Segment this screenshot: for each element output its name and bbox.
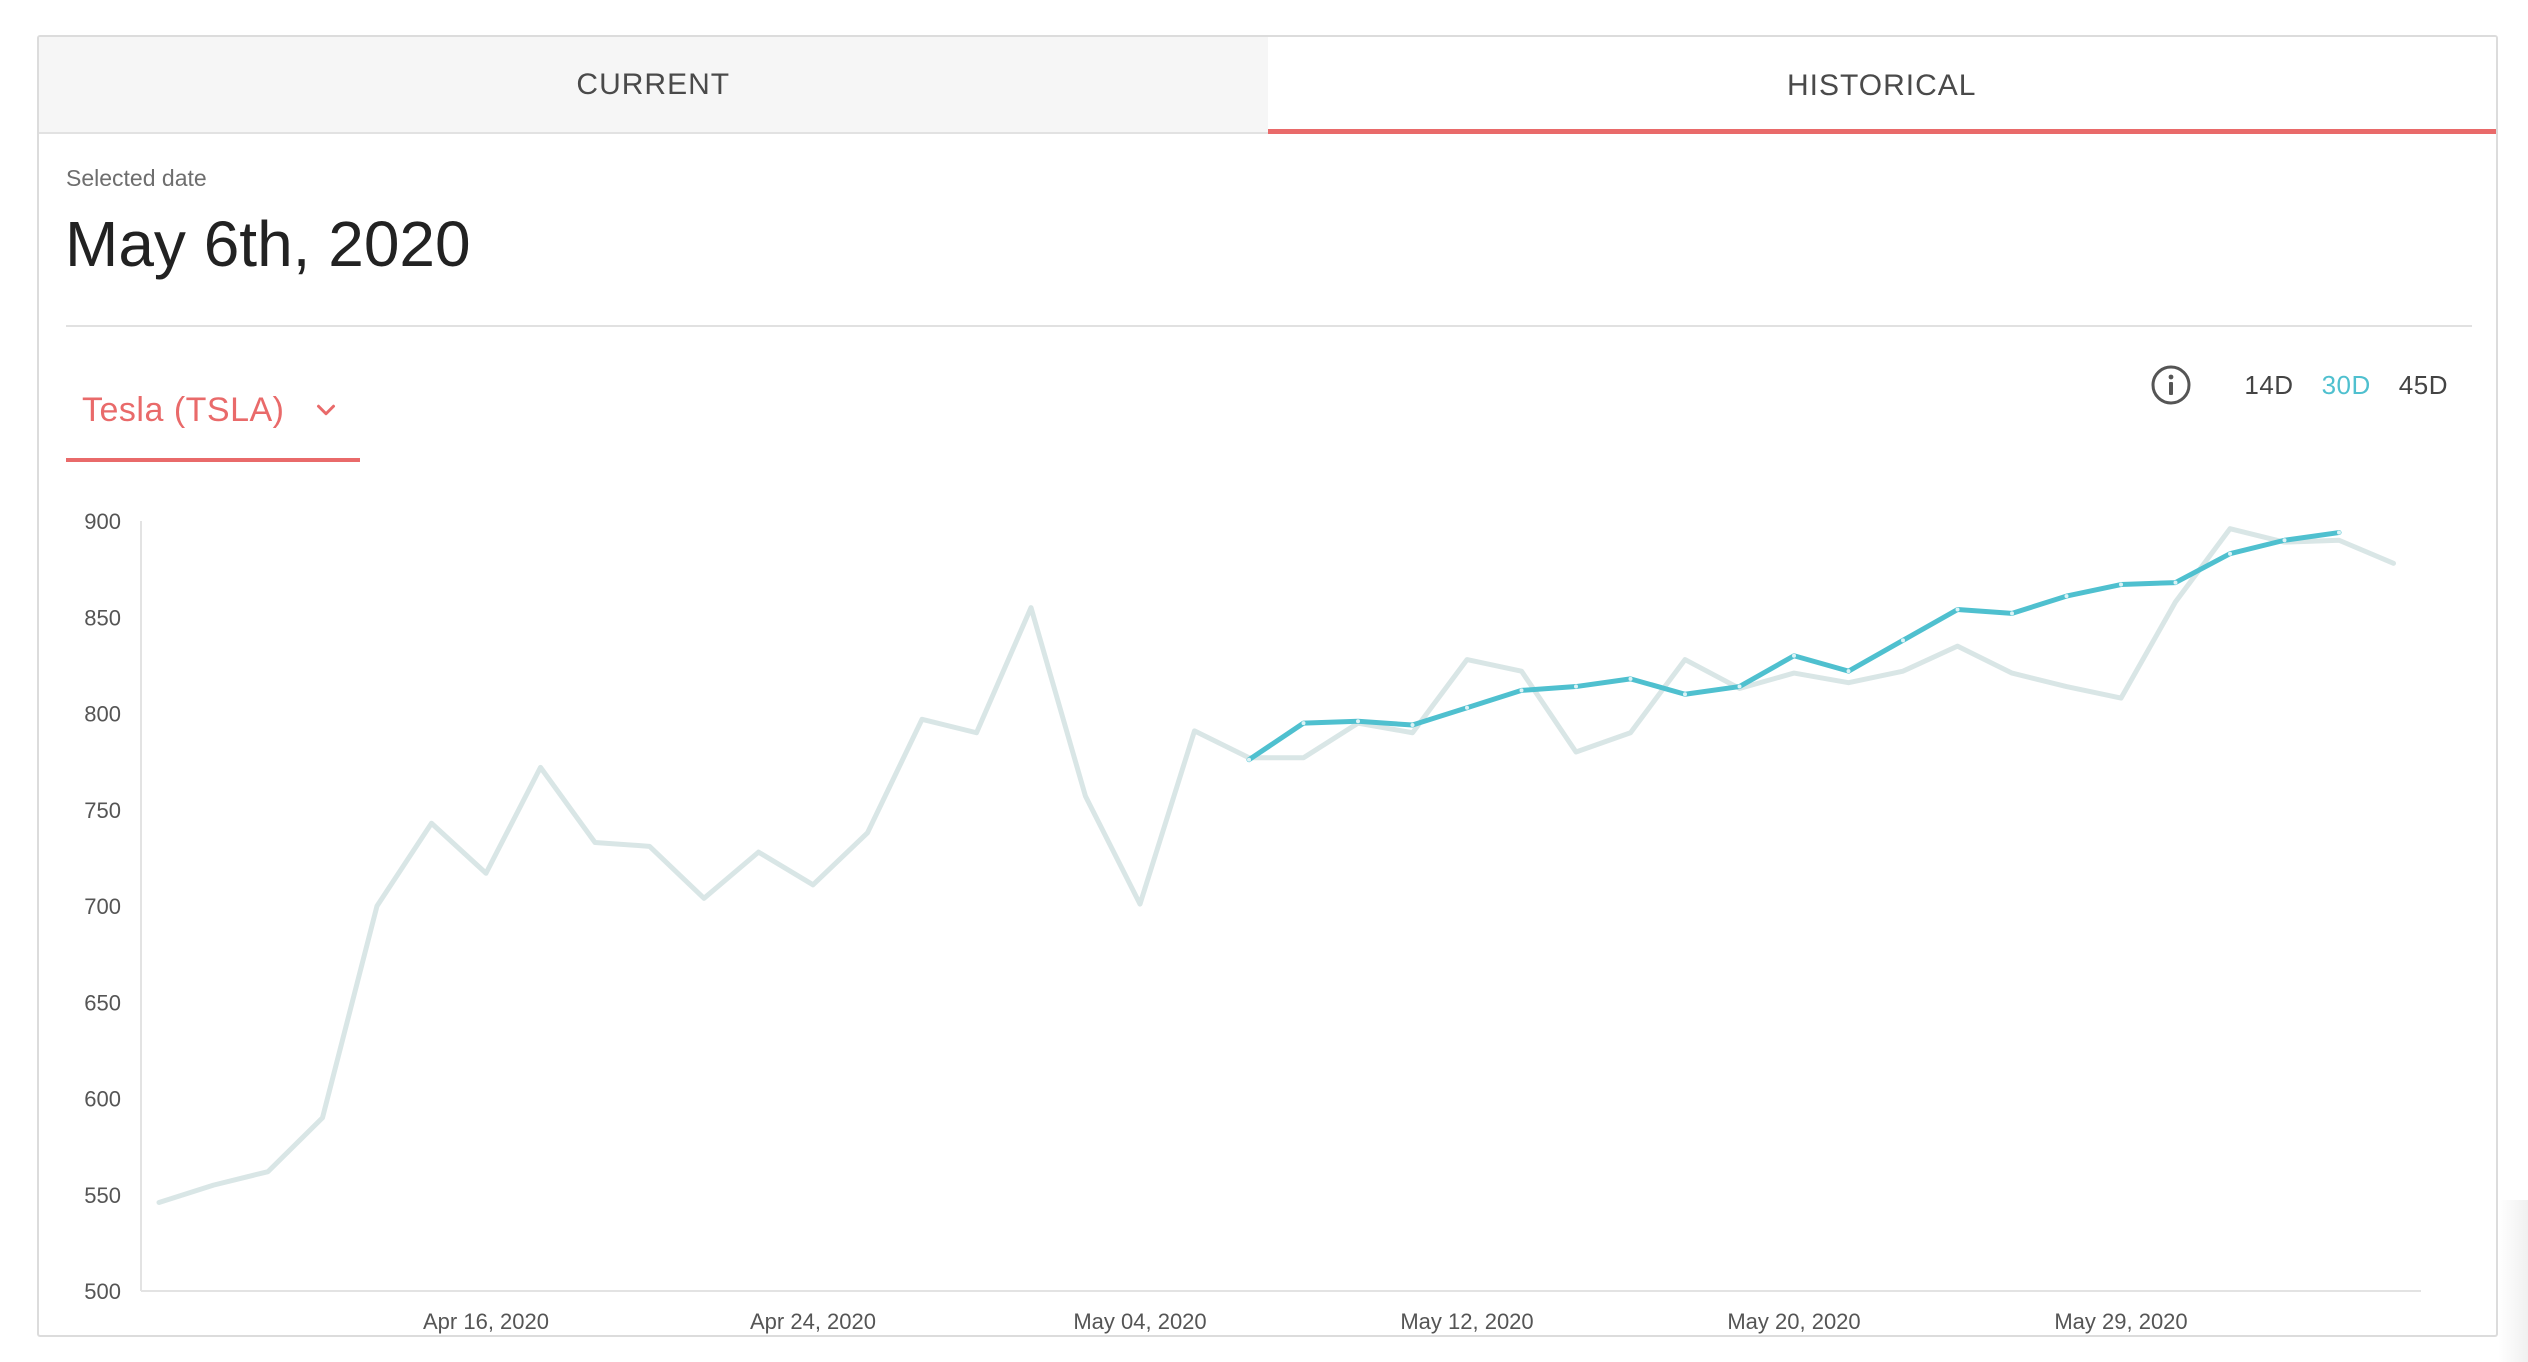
data-point[interactable] [2228,551,2232,556]
x-tick-label: May 20, 2020 [1727,1309,1860,1334]
stock-history-card: CURRENT HISTORICAL Selected date May 6th… [37,35,2498,1337]
data-point[interactable] [1465,705,1469,710]
data-point[interactable] [1955,607,1960,612]
data-point[interactable] [1574,684,1578,689]
data-point[interactable] [2010,611,2014,616]
x-tick-label: May 12, 2020 [1400,1309,1533,1334]
tab-historical[interactable]: HISTORICAL [1267,37,2496,134]
range-45d-button[interactable]: 45D [2398,369,2448,400]
stock-dropdown[interactable]: Tesla (TSLA) [66,362,360,462]
data-point[interactable] [1737,684,1742,689]
range-14d-button[interactable]: 14D [2244,369,2294,400]
y-tick-label: 850 [84,605,121,630]
info-icon[interactable] [2150,364,2192,406]
divider [66,325,2472,327]
data-point[interactable] [1792,653,1796,658]
y-tick-label: 750 [84,798,121,823]
data-point[interactable] [1356,719,1360,724]
x-tick-label: May 29, 2020 [2054,1309,2187,1334]
y-tick-label: 650 [84,990,121,1015]
tab-current[interactable]: CURRENT [39,37,1268,134]
price-chart: 500 550 600 650 700 750 800 850 900 Apr 16, 2020 A… [84,509,2421,1334]
x-tick-label: Apr 24, 2020 [750,1309,876,1334]
data-point[interactable] [1247,757,1251,762]
data-point[interactable] [1410,723,1415,728]
data-point[interactable] [1301,721,1306,726]
history-series-line [156,526,2396,1205]
data-point[interactable] [2282,538,2287,543]
data-point[interactable] [1628,676,1633,681]
y-tick-label: 600 [84,1087,121,1112]
data-point[interactable] [1901,638,1905,643]
data-point[interactable] [1683,692,1687,697]
y-tick-label: 500 [84,1279,121,1304]
window-edge-shadow [2498,1200,2528,1362]
chevron-down-icon [316,404,335,416]
y-tick-label: 550 [84,1183,121,1208]
range-selector: 14D 30D 45D [2150,355,2448,415]
range-30d-button[interactable]: 30D [2321,369,2371,400]
data-point[interactable] [2337,530,2341,535]
data-point[interactable] [2119,582,2123,587]
data-point[interactable] [2064,594,2069,599]
selected-date-label: Selected date [66,165,207,191]
x-tick-label: Apr 16, 2020 [423,1309,549,1334]
x-tick-label: May 04, 2020 [1073,1309,1206,1334]
selected-date-value: May 6th, 2020 [65,208,471,280]
stock-dropdown-label: Tesla (TSLA) [82,390,285,429]
y-tick-label: 900 [84,509,121,534]
data-point[interactable] [2173,580,2178,585]
data-point[interactable] [1519,688,1524,693]
data-point[interactable] [1846,669,1851,674]
tab-bar: CURRENT HISTORICAL [39,37,2496,134]
y-tick-label: 800 [84,702,121,727]
y-tick-label: 700 [84,894,121,919]
